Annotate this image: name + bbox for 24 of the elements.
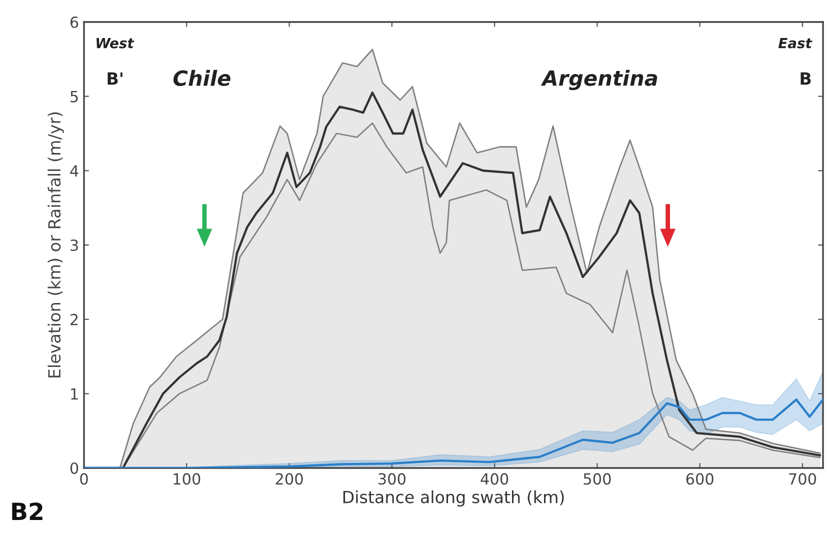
x-tick-label: 500 (584, 473, 611, 485)
annotation: West (96, 38, 134, 48)
y-tick-label: 5 (70, 91, 78, 102)
y-tick-label: 0 (70, 462, 78, 474)
x-tick-label: 300 (378, 473, 406, 485)
x-tick-label: 100 (174, 473, 200, 485)
x-axis-title: Distance along swath (km) (343, 490, 564, 507)
x-tick-label: 700 (789, 473, 816, 485)
annotation: Chile (173, 70, 230, 86)
x-tick-label: 200 (276, 473, 303, 485)
annotation: B' (108, 72, 122, 85)
text: B2 (12, 502, 42, 520)
annotation: East (778, 38, 812, 48)
y-tick-label: 6 (70, 16, 78, 28)
y-axis-title: Elevation (km) or Rainfall (m/yr) (48, 112, 64, 378)
x-tick-label: 600 (686, 473, 714, 485)
x-tick-label: 400 (480, 473, 508, 485)
annotation: Argentina (540, 70, 658, 90)
y-tick-label: 1 (71, 388, 78, 400)
y-tick-label: 3 (70, 239, 78, 252)
y-tick-label: 4 (70, 165, 78, 176)
annotation: B (800, 72, 811, 85)
x-tick-label: 0 (80, 473, 88, 485)
y-tick-label: 2 (70, 314, 78, 326)
